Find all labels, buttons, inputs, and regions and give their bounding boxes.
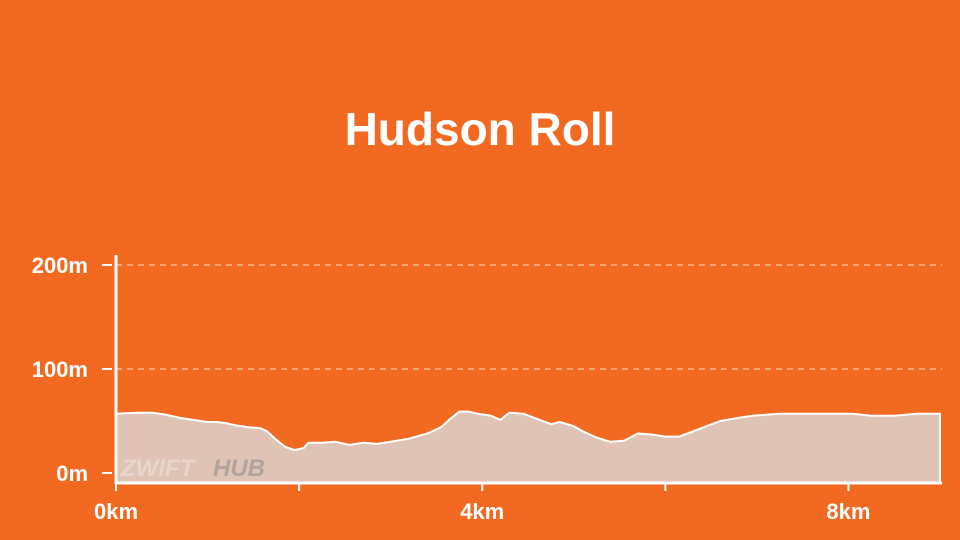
chart-title: Hudson Roll xyxy=(345,103,616,155)
x-tick-label: 4km xyxy=(460,499,504,524)
grid-lines xyxy=(116,264,942,370)
x-axis-ticks: 0km 4km 8km xyxy=(94,483,870,524)
y-tick-label: 0m xyxy=(56,461,88,486)
y-tick-label: 200m xyxy=(32,253,88,278)
watermark: ZWIFT HUB xyxy=(120,455,265,482)
watermark-zwift: ZWIFT xyxy=(120,455,197,482)
y-tick-label: 100m xyxy=(32,357,88,382)
elevation-area xyxy=(115,410,941,484)
watermark-hub: HUB xyxy=(213,455,265,482)
x-tick-label: 8km xyxy=(826,499,870,524)
y-axis-ticks: 0m 100m 200m xyxy=(32,253,112,486)
x-tick-label: 0km xyxy=(94,499,138,524)
